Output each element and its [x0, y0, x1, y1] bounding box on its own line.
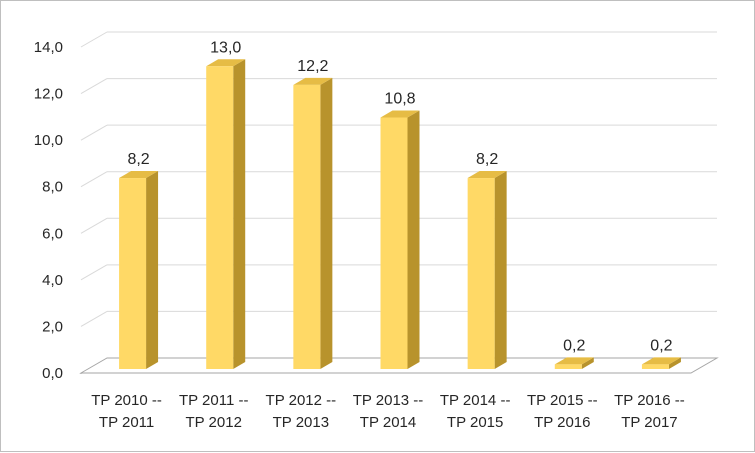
- data-label: 0,2: [650, 337, 672, 354]
- data-label: 8,2: [127, 151, 149, 168]
- category-labels: TP 2010 -- TP 2011 TP 2011 -- TP 2012 TP 201…: [91, 392, 684, 431]
- gridline-diagonal: [80, 171, 108, 188]
- category-label: TP 2015: [447, 414, 503, 431]
- bar: [119, 171, 159, 369]
- bar-side: [233, 59, 246, 370]
- y-tick-label: 10,0: [34, 132, 63, 149]
- bar-side: [581, 357, 594, 369]
- category-label: TP 2015 --: [527, 392, 598, 409]
- bar: [554, 357, 594, 369]
- bar-side: [320, 77, 333, 370]
- bar-top: [641, 357, 681, 365]
- data-label: 10,8: [384, 91, 415, 108]
- bar: [206, 59, 246, 370]
- data-label: 0,2: [563, 337, 585, 354]
- category-label: TP 2016 --: [614, 392, 685, 409]
- bar-side: [407, 110, 420, 369]
- gridline-diagonal: [80, 264, 108, 281]
- bar-front: [119, 178, 147, 369]
- category-label: TP 2011: [99, 414, 154, 431]
- bar: [380, 110, 420, 369]
- y-tick-label: 2,0: [42, 318, 63, 335]
- category-label: TP 2010 --: [91, 392, 162, 409]
- gridline-diagonal: [80, 310, 108, 327]
- data-label: 13,0: [210, 39, 241, 56]
- gridline-diagonal: [80, 217, 108, 234]
- gridline-diagonal: [80, 31, 108, 48]
- category-label: TP 2017: [621, 414, 677, 431]
- bar-top: [467, 171, 507, 179]
- y-tick-label: 6,0: [42, 225, 63, 242]
- data-labels: 8,2 13,0 12,2 10,8 8,2 0,2 0,2: [127, 39, 672, 354]
- category-label: TP 2014 --: [440, 392, 511, 409]
- category-label: TP 2016: [534, 414, 590, 431]
- bar-front: [641, 364, 669, 369]
- bar-top: [554, 357, 594, 365]
- category-label: TP 2012: [185, 414, 241, 431]
- y-tick-label: 12,0: [34, 86, 63, 103]
- bar: [641, 357, 681, 369]
- y-tick-label: 14,0: [34, 39, 63, 56]
- bar-side: [494, 171, 507, 369]
- bar: [467, 171, 507, 369]
- y-tick-label: 8,0: [42, 179, 63, 196]
- bar-front: [206, 66, 234, 370]
- bars: [119, 59, 681, 370]
- category-label: TP 2013 --: [353, 392, 424, 409]
- gridline-diagonal: [80, 78, 108, 95]
- bar-front: [467, 178, 495, 369]
- category-label: TP 2014: [360, 414, 416, 431]
- bar-side: [668, 357, 681, 369]
- category-label: TP 2013: [273, 414, 329, 431]
- bar-top: [206, 59, 246, 67]
- y-tick-label: 0,0: [42, 365, 63, 382]
- bar-top: [380, 110, 420, 118]
- bar-top: [293, 77, 333, 85]
- bar-side: [146, 171, 159, 369]
- bar: [293, 77, 333, 370]
- bar-front: [554, 364, 582, 369]
- bar-front: [380, 117, 408, 369]
- data-label: 8,2: [476, 151, 498, 168]
- bar-front: [293, 84, 321, 370]
- bar-top: [119, 171, 159, 179]
- y-tick-label: 4,0: [42, 272, 63, 289]
- category-label: TP 2012 --: [266, 392, 337, 409]
- category-label: TP 2011 --: [179, 392, 248, 409]
- data-label: 12,2: [297, 58, 328, 75]
- gridline-diagonal: [80, 124, 108, 141]
